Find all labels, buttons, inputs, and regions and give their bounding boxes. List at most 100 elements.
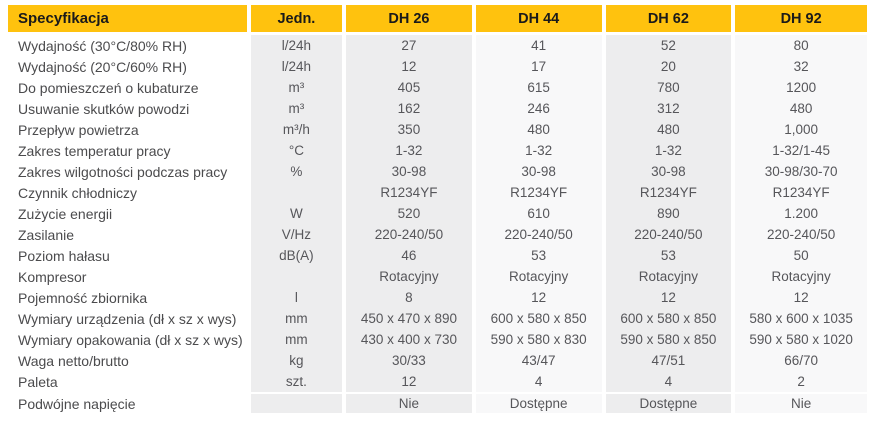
spec-cell: Do pomieszczeń o kubaturze [8, 77, 247, 98]
spec-cell: Podwójne napięcie [8, 392, 247, 413]
value-cell: R1234YF [605, 182, 732, 203]
spec-cell: Przepływ powietrza [8, 119, 247, 140]
unit-cell: W [250, 203, 343, 224]
value-cell: 12 [605, 287, 732, 308]
value-cell: 8 [346, 287, 472, 308]
spec-cell: Paleta [8, 371, 247, 392]
spec-cell: Waga netto/brutto [8, 350, 247, 371]
value-cell: 20 [605, 56, 732, 77]
value-cell: 1-32 [475, 140, 602, 161]
table-row: Wydajność (20°C/60% RH) l/24h 12 17 20 32 [8, 56, 867, 77]
value-cell: 53 [605, 245, 732, 266]
column-header-specification: Specyfikacja [8, 5, 247, 35]
unit-cell: szt. [250, 371, 343, 392]
column-header-unit: Jedn. [250, 5, 343, 35]
value-cell: 53 [475, 245, 602, 266]
spec-cell: Poziom hałasu [8, 245, 247, 266]
spec-cell: Zakres wilgotności podczas pracy [8, 161, 247, 182]
table-body: Wydajność (30°C/80% RH) l/24h 27 41 52 80 Wyda… [8, 35, 867, 413]
value-cell: 50 [735, 245, 867, 266]
spec-cell: Wymiary urządzenia (dł x sz x wys) [8, 308, 247, 329]
table-header: Specyfikacja Jedn. DH 26 DH 44 DH 62 DH … [8, 5, 867, 35]
unit-cell: V/Hz [250, 224, 343, 245]
value-cell: Dostępne [475, 392, 602, 413]
unit-cell: l/24h [250, 56, 343, 77]
value-cell: 1.200 [735, 203, 867, 224]
column-header-dh62: DH 62 [605, 5, 732, 35]
table-row: Czynnik chłodniczy R1234YF R1234YF R1234YF R… [8, 182, 867, 203]
value-cell: 43/47 [475, 350, 602, 371]
value-cell: Rotacyjny [346, 266, 472, 287]
value-cell: 615 [475, 77, 602, 98]
table-row: Pojemność zbiornika l 8 12 12 12 [8, 287, 867, 308]
unit-cell: kg [250, 350, 343, 371]
value-cell: 600 x 580 x 850 [605, 308, 732, 329]
value-cell: 30/33 [346, 350, 472, 371]
value-cell: 1-32/1-45 [735, 140, 867, 161]
value-cell: 27 [346, 35, 472, 56]
value-cell: 4 [475, 371, 602, 392]
value-cell: 580 x 600 x 1035 [735, 308, 867, 329]
value-cell: Nie [346, 392, 472, 413]
unit-cell: l/24h [250, 35, 343, 56]
unit-cell: m³/h [250, 119, 343, 140]
unit-cell: °C [250, 140, 343, 161]
column-header-dh26: DH 26 [346, 5, 472, 35]
value-cell: Nie [735, 392, 867, 413]
value-cell: R1234YF [735, 182, 867, 203]
unit-cell: % [250, 161, 343, 182]
table-row: Wymiary urządzenia (dł x sz x wys) mm 450 … [8, 308, 867, 329]
value-cell: 450 x 470 x 890 [346, 308, 472, 329]
value-cell: 32 [735, 56, 867, 77]
unit-cell: l [250, 287, 343, 308]
value-cell: 2 [735, 371, 867, 392]
value-cell: 350 [346, 119, 472, 140]
value-cell: 590 x 580 x 830 [475, 329, 602, 350]
spec-cell: Zakres temperatur pracy [8, 140, 247, 161]
value-cell: R1234YF [346, 182, 472, 203]
value-cell: 312 [605, 98, 732, 119]
value-cell: 610 [475, 203, 602, 224]
table-row: Do pomieszczeń o kubaturze m³ 405 615 780 120… [8, 77, 867, 98]
value-cell: 405 [346, 77, 472, 98]
value-cell: 80 [735, 35, 867, 56]
value-cell: 47/51 [605, 350, 732, 371]
spec-cell: Wymiary opakowania (dł x sz x wys) [8, 329, 247, 350]
header-row: Specyfikacja Jedn. DH 26 DH 44 DH 62 DH … [8, 5, 867, 35]
spec-cell: Wydajność (20°C/60% RH) [8, 56, 247, 77]
table-row: Poziom hałasu dB(A) 46 53 53 50 [8, 245, 867, 266]
spec-cell: Czynnik chłodniczy [8, 182, 247, 203]
table-row: Zasilanie V/Hz 220-240/50 220-240/50 220-240… [8, 224, 867, 245]
value-cell: 30-98 [346, 161, 472, 182]
value-cell: 30-98/30-70 [735, 161, 867, 182]
value-cell: 246 [475, 98, 602, 119]
value-cell: 12 [346, 56, 472, 77]
spec-cell: Zasilanie [8, 224, 247, 245]
value-cell: 52 [605, 35, 732, 56]
table-row: Zużycie energii W 520 610 890 1.200 [8, 203, 867, 224]
column-header-dh44: DH 44 [475, 5, 602, 35]
table-row: Podwójne napięcie Nie Dostępne Dostępne Nie [8, 392, 867, 413]
value-cell: 162 [346, 98, 472, 119]
value-cell: 780 [605, 77, 732, 98]
value-cell: 220-240/50 [605, 224, 732, 245]
value-cell: 1-32 [346, 140, 472, 161]
value-cell: Rotacyjny [735, 266, 867, 287]
value-cell: 890 [605, 203, 732, 224]
unit-cell: m³ [250, 77, 343, 98]
value-cell: 590 x 580 x 850 [605, 329, 732, 350]
unit-cell: m³ [250, 98, 343, 119]
value-cell: Rotacyjny [605, 266, 732, 287]
unit-cell: mm [250, 308, 343, 329]
spec-cell: Wydajność (30°C/80% RH) [8, 35, 247, 56]
value-cell: 220-240/50 [475, 224, 602, 245]
value-cell: 600 x 580 x 850 [475, 308, 602, 329]
value-cell: 520 [346, 203, 472, 224]
value-cell: 480 [475, 119, 602, 140]
unit-cell [250, 392, 343, 413]
table-row: Przepływ powietrza m³/h 350 480 480 1,000 [8, 119, 867, 140]
value-cell: 41 [475, 35, 602, 56]
unit-cell [250, 182, 343, 203]
spec-cell: Pojemność zbiornika [8, 287, 247, 308]
table-row: Paleta szt. 12 4 4 2 [8, 371, 867, 392]
